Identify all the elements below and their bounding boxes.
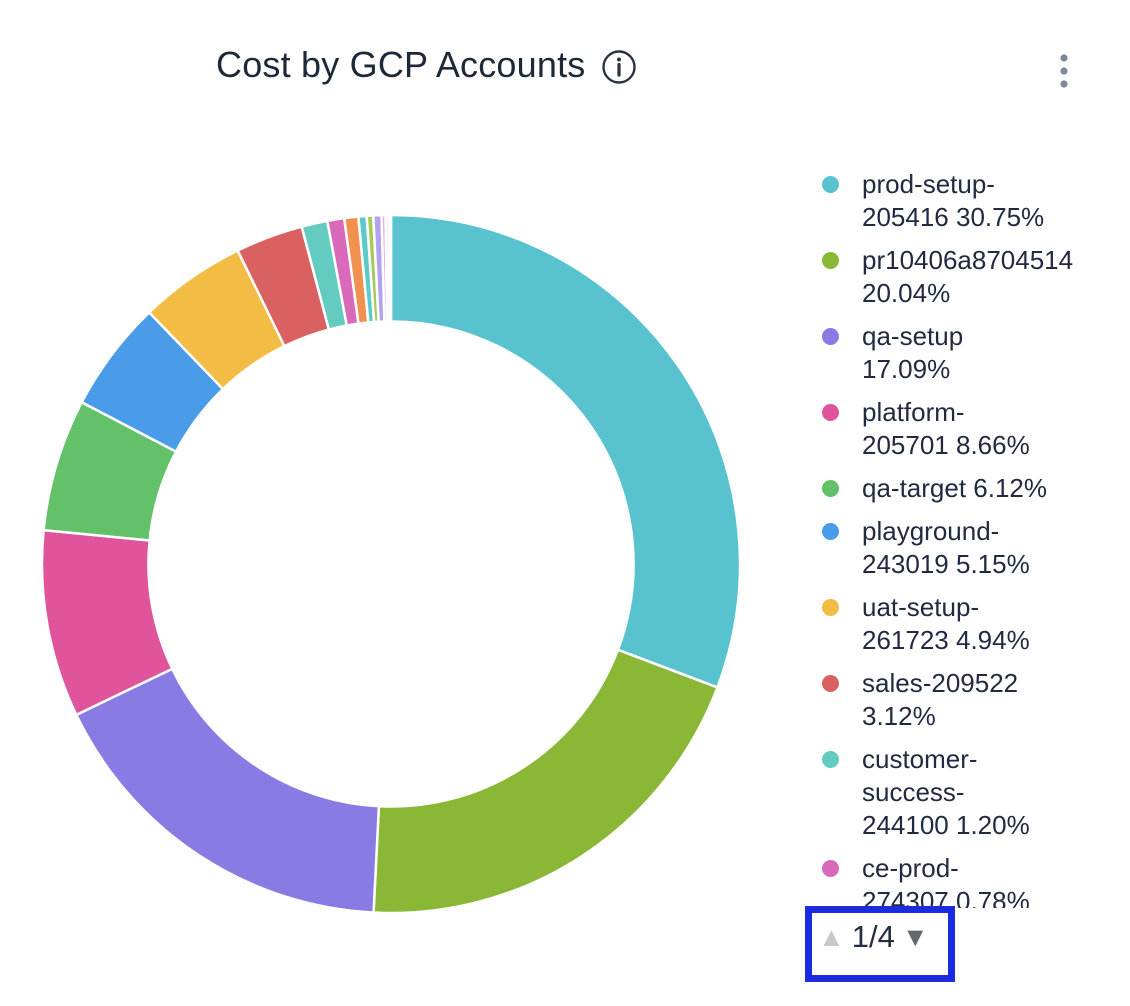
legend-dot-icon <box>822 599 839 616</box>
legend-item-line: prod-setup- <box>862 169 995 199</box>
legend-item[interactable]: qa-setup 17.09% <box>822 320 1130 386</box>
legend-item-line: pr10406a8704514 <box>862 245 1074 275</box>
legend-item[interactable]: ce-prod- 274307 0.78% <box>822 852 1130 908</box>
donut-slice[interactable] <box>387 213 393 323</box>
info-icon[interactable] <box>600 48 638 86</box>
legend-item-label: customer-success- 244100 1.20% <box>862 743 1030 842</box>
legend-item[interactable]: customer-success- 244100 1.20% <box>822 743 1130 842</box>
legend-dot-icon <box>822 328 839 345</box>
legend-dot-icon <box>822 523 839 540</box>
kebab-menu-icon[interactable] <box>1050 50 1078 94</box>
legend-item-line: customer- <box>862 744 978 774</box>
legend-item-line: 243019 5.15% <box>862 549 1030 579</box>
donut-svg[interactable] <box>40 213 742 915</box>
legend-pager[interactable]: ▲ 1/4 ▼ <box>805 906 955 982</box>
legend-item-label: qa-setup 17.09% <box>862 320 963 386</box>
legend-item-line: ce-prod- <box>862 853 959 883</box>
legend-item-line: 205416 30.75% <box>862 202 1045 232</box>
legend-item-label: sales-209522 3.12% <box>862 667 1018 733</box>
legend-page-down-button[interactable]: ▼ <box>901 922 929 952</box>
legend-page-indicator: 1/4 <box>851 919 895 954</box>
legend-item-label: ce-prod- 274307 0.78% <box>862 852 1030 908</box>
legend-dot-icon <box>822 675 839 692</box>
legend-item-line: 3.12% <box>862 701 936 731</box>
legend-page-up-button[interactable]: ▲ <box>818 922 845 952</box>
legend-item-line: 17.09% <box>862 354 951 384</box>
donut-chart[interactable] <box>40 213 742 915</box>
legend-dot-icon <box>822 860 839 877</box>
legend-item-label: platform- 205701 8.66% <box>862 396 1030 462</box>
donut-slice[interactable] <box>75 667 381 914</box>
legend-item-line: uat-setup- <box>862 592 980 622</box>
legend-item-line: 20.04% <box>862 278 951 308</box>
legend-item-label: qa-target 6.12% <box>862 472 1047 505</box>
legend-dot-icon <box>822 751 839 768</box>
legend-item-label: prod-setup- 205416 30.75% <box>862 168 1044 234</box>
legend-item-line: 205701 8.66% <box>862 430 1030 460</box>
donut-slice[interactable] <box>389 213 742 689</box>
widget-header: Cost by GCP Accounts <box>216 44 638 86</box>
legend-item-line: 261723 4.94% <box>862 625 1030 655</box>
legend-item[interactable]: sales-209522 3.12% <box>822 667 1130 733</box>
legend-item[interactable]: playground- 243019 5.15% <box>822 515 1130 581</box>
legend-item-label: uat-setup- 261723 4.94% <box>862 591 1030 657</box>
legend-item-line: sales-209522 <box>862 668 1019 698</box>
legend-item-line: qa-setup <box>862 321 964 351</box>
legend-dot-icon <box>822 252 839 269</box>
legend-item-line: playground- <box>862 516 1000 546</box>
legend-dot-icon <box>822 404 839 421</box>
legend-item-line: success- <box>862 777 965 807</box>
legend-item[interactable]: pr10406a8704514 20.04% <box>822 244 1130 310</box>
legend-item[interactable]: uat-setup- 261723 4.94% <box>822 591 1130 657</box>
legend-item[interactable]: platform- 205701 8.66% <box>822 396 1130 462</box>
legend-item[interactable]: qa-target 6.12% <box>822 472 1130 505</box>
legend-dot-icon <box>822 176 839 193</box>
legend: prod-setup- 205416 30.75% pr10406a8704514 2… <box>822 158 1130 908</box>
legend-item-line: platform- <box>862 397 965 427</box>
legend-item[interactable]: prod-setup- 205416 30.75% <box>822 168 1130 234</box>
legend-dot-icon <box>822 480 839 497</box>
legend-item-line: 274307 0.78% <box>862 886 1030 908</box>
legend-item-label: playground- 243019 5.15% <box>862 515 1030 581</box>
legend-item-label: pr10406a8704514 20.04% <box>862 244 1073 310</box>
legend-item-line: qa-target 6.12% <box>862 473 1048 503</box>
donut-slice[interactable] <box>372 648 719 915</box>
legend-item-line: 244100 1.20% <box>862 810 1030 840</box>
widget-title: Cost by GCP Accounts <box>216 44 586 85</box>
